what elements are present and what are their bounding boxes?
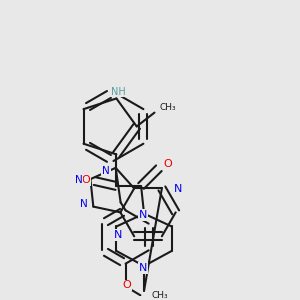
Text: N: N — [139, 263, 147, 273]
Text: N: N — [80, 199, 87, 208]
Text: N: N — [174, 184, 182, 194]
Text: N: N — [102, 166, 110, 176]
Text: N: N — [114, 230, 122, 240]
Text: O: O — [81, 175, 90, 185]
Text: O: O — [164, 159, 172, 169]
Text: N: N — [139, 210, 147, 220]
Text: N: N — [75, 175, 83, 185]
Text: NH: NH — [111, 86, 126, 97]
Text: CH₃: CH₃ — [151, 291, 168, 300]
Text: CH₃: CH₃ — [159, 103, 176, 112]
Text: O: O — [122, 280, 131, 290]
